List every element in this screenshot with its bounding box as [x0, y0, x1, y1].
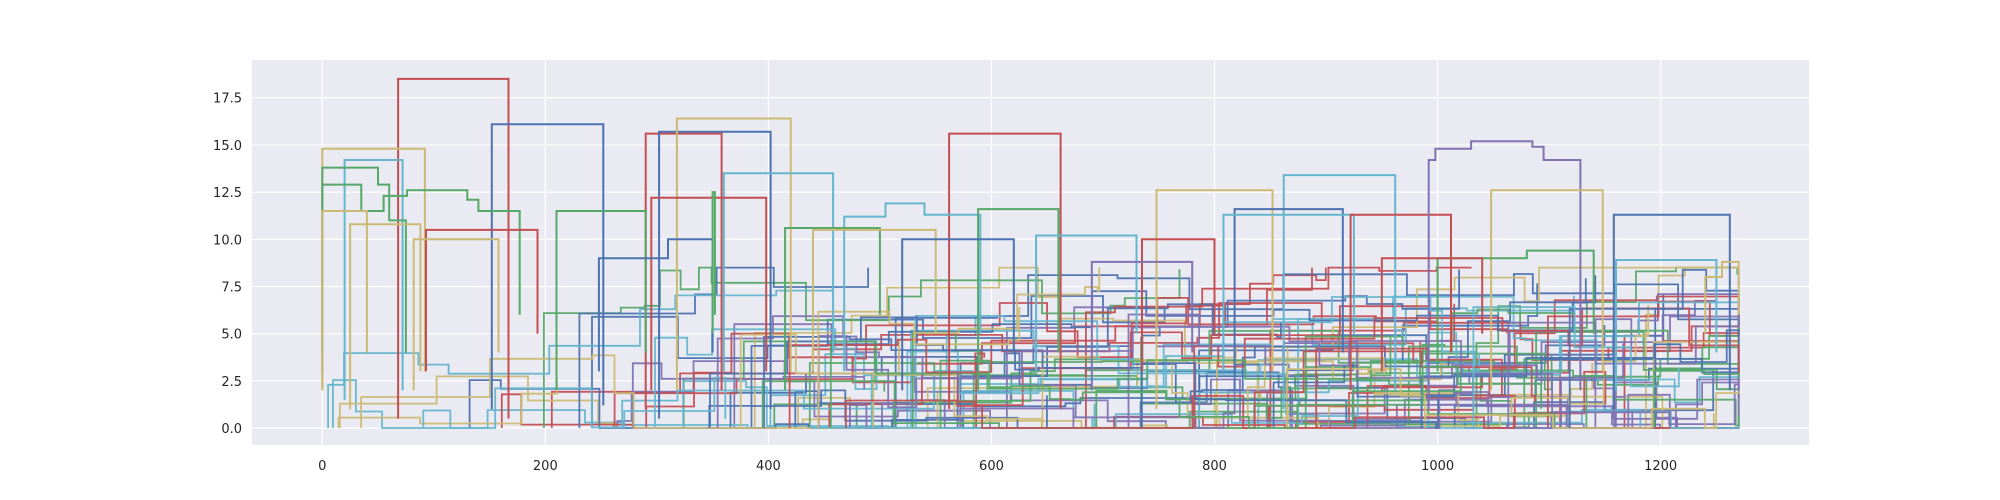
series-line-34 — [1615, 259, 1718, 391]
background-step-line — [817, 335, 1236, 429]
y-tick-label: 17.5 — [213, 92, 242, 107]
background-step-line — [1395, 293, 1740, 428]
x-tick-label: 400 — [756, 459, 781, 474]
series-line-29 — [1141, 238, 1216, 372]
x-tick-label: 1200 — [1644, 459, 1677, 474]
background-step-line — [829, 337, 1392, 428]
x-tick-label: 200 — [533, 459, 558, 474]
series-line-18 — [948, 132, 1062, 410]
series-line-5 — [321, 183, 521, 353]
y-tick-label: 10.0 — [213, 233, 242, 248]
background-step-line — [1127, 313, 1740, 428]
background-step-line — [1193, 307, 1740, 428]
background-step-line — [939, 359, 1542, 429]
background-step-line — [422, 376, 727, 429]
y-tick-label: 12.5 — [213, 186, 242, 201]
background-step-line — [1351, 369, 1740, 428]
background-step-line — [1304, 308, 1740, 428]
series-line-33 — [1436, 249, 1595, 372]
series-group — [321, 77, 1740, 419]
background-step-line — [1453, 367, 1740, 428]
series-line-21 — [784, 227, 881, 391]
series-line-38 — [1090, 260, 1194, 391]
background-step-line — [1141, 362, 1439, 429]
series-line-17 — [711, 191, 716, 334]
background-step-line — [810, 383, 1359, 429]
series-line-3 — [343, 159, 404, 400]
series-line-4 — [321, 166, 407, 372]
x-tick-label: 800 — [1202, 459, 1227, 474]
background-step-line — [1568, 268, 1740, 428]
series-line-15 — [555, 210, 647, 391]
background-step-line — [894, 273, 1740, 428]
series-line-13 — [722, 172, 835, 372]
series-line-23 — [901, 238, 1015, 391]
background-step-line — [750, 278, 1587, 428]
series-line-0 — [397, 77, 510, 419]
background-step-line — [972, 330, 1446, 428]
x-tick-label: 0 — [318, 459, 326, 474]
background-step-line — [621, 370, 974, 428]
background-step-line — [849, 378, 1626, 429]
series-line-25 — [1282, 174, 1397, 410]
y-tick-label: 5.0 — [221, 328, 242, 343]
series-line-28 — [1349, 213, 1452, 391]
background-step-line — [708, 275, 1597, 429]
series-line-20 — [977, 208, 1060, 391]
y-tick-label: 2.5 — [221, 375, 242, 390]
series-line-1 — [490, 123, 605, 410]
series-line-22 — [812, 228, 937, 372]
background-step-line — [739, 267, 1101, 428]
y-tick-label: 15.0 — [213, 139, 242, 154]
background-step-line — [1507, 312, 1740, 428]
series-line-37 — [1035, 234, 1138, 372]
series-line-32 — [1612, 213, 1731, 410]
series-line-35 — [1704, 260, 1740, 334]
series-line-9 — [412, 238, 500, 391]
background-step-line — [337, 378, 558, 428]
series-line-12 — [675, 117, 792, 391]
series-line-26 — [1233, 208, 1344, 391]
series-line-11 — [658, 130, 772, 419]
series-line-7 — [349, 223, 422, 410]
background-step-line — [1320, 346, 1740, 429]
series-line-8 — [425, 228, 539, 372]
series-line-31 — [1490, 189, 1604, 391]
y-axis-tick-labels: 0.0 2.5 5.0 7.5 10.0 12.5 15.0 17.5 — [213, 92, 242, 437]
series-line-36 — [1380, 257, 1484, 372]
series-line-19 — [843, 202, 982, 372]
y-tick-label: 0.0 — [221, 422, 242, 437]
series-line-24 — [1155, 189, 1274, 410]
background-step-line — [1269, 319, 1740, 428]
x-tick-label: 600 — [979, 459, 1004, 474]
x-tick-label: 1000 — [1421, 459, 1454, 474]
series-line-6 — [321, 210, 368, 391]
background-step-line — [1285, 368, 1740, 429]
y-tick-label: 7.5 — [221, 280, 242, 295]
series-line-30 — [1427, 140, 1582, 410]
x-axis-tick-labels: 0 200 400 600 800 1000 1200 — [318, 459, 1677, 474]
background-step-line — [1113, 370, 1607, 429]
series-line-27 — [1222, 213, 1355, 372]
background-step-line — [578, 266, 869, 428]
background-step-line — [845, 350, 1536, 429]
series-line-14 — [650, 196, 768, 391]
